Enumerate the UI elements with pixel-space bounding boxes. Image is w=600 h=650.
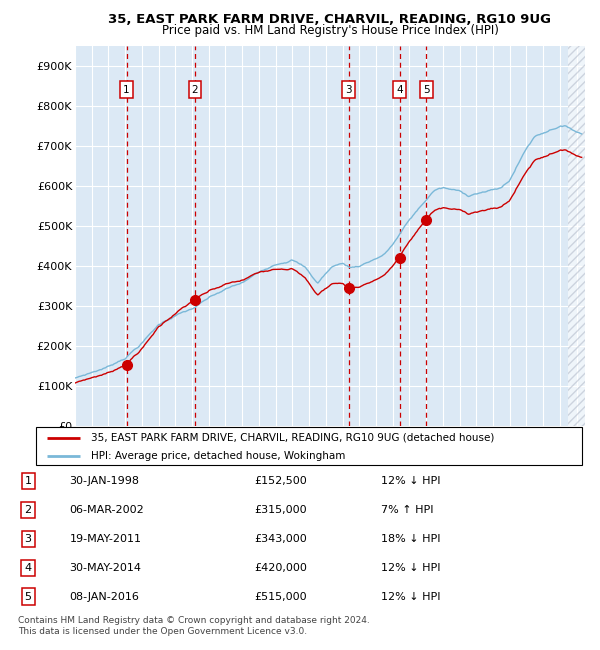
Text: Contains HM Land Registry data © Crown copyright and database right 2024.
This d: Contains HM Land Registry data © Crown c… (18, 616, 370, 636)
Text: HPI: Average price, detached house, Wokingham: HPI: Average price, detached house, Woki… (91, 452, 345, 461)
Text: 35, EAST PARK FARM DRIVE, CHARVIL, READING, RG10 9UG (detached house): 35, EAST PARK FARM DRIVE, CHARVIL, READI… (91, 433, 494, 443)
Text: 18% ↓ HPI: 18% ↓ HPI (380, 534, 440, 544)
Text: 4: 4 (25, 563, 32, 573)
Text: 5: 5 (423, 84, 430, 94)
Text: £315,000: £315,000 (254, 505, 307, 515)
Text: 4: 4 (396, 84, 403, 94)
FancyBboxPatch shape (36, 427, 582, 465)
Text: 30-JAN-1998: 30-JAN-1998 (70, 476, 140, 486)
Text: 1: 1 (25, 476, 32, 486)
Text: 5: 5 (25, 592, 32, 601)
Text: 19-MAY-2011: 19-MAY-2011 (70, 534, 142, 544)
Text: 3: 3 (346, 84, 352, 94)
Text: 12% ↓ HPI: 12% ↓ HPI (380, 592, 440, 601)
Text: 08-JAN-2016: 08-JAN-2016 (70, 592, 139, 601)
Text: 12% ↓ HPI: 12% ↓ HPI (380, 563, 440, 573)
Text: 12% ↓ HPI: 12% ↓ HPI (380, 476, 440, 486)
Text: 35, EAST PARK FARM DRIVE, CHARVIL, READING, RG10 9UG: 35, EAST PARK FARM DRIVE, CHARVIL, READI… (109, 13, 551, 26)
Text: 3: 3 (25, 534, 32, 544)
Text: Price paid vs. HM Land Registry's House Price Index (HPI): Price paid vs. HM Land Registry's House … (161, 24, 499, 37)
Text: £420,000: £420,000 (254, 563, 307, 573)
Text: 7% ↑ HPI: 7% ↑ HPI (380, 505, 433, 515)
Text: 30-MAY-2014: 30-MAY-2014 (70, 563, 142, 573)
Text: £343,000: £343,000 (254, 534, 307, 544)
Text: £152,500: £152,500 (254, 476, 307, 486)
Text: £515,000: £515,000 (254, 592, 307, 601)
Bar (568, 46, 585, 426)
Text: 1: 1 (123, 84, 130, 94)
Text: 2: 2 (192, 84, 199, 94)
Text: 06-MAR-2002: 06-MAR-2002 (70, 505, 145, 515)
Text: 2: 2 (25, 505, 32, 515)
